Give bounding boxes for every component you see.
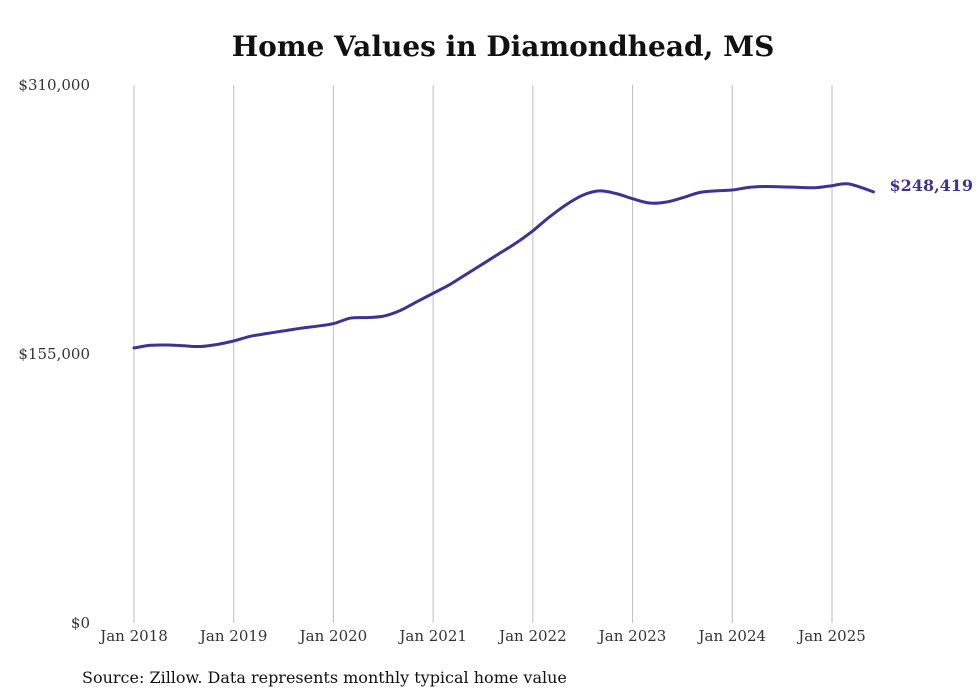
x-tick-label: Jan 2020: [298, 627, 368, 645]
y-tick-label: $310,000: [18, 76, 90, 94]
x-tick-label: Jan 2024: [697, 627, 767, 645]
end-value-label: $248,419: [890, 176, 974, 195]
chart-title: Home Values in Diamondhead, MS: [231, 30, 775, 63]
x-tick-label: Jan 2022: [497, 627, 567, 645]
source-note: Source: Zillow. Data represents monthly …: [82, 668, 567, 687]
grid-lines: [133, 85, 833, 623]
x-tick-label: Jan 2025: [796, 627, 866, 645]
y-axis-tick-labels: $0 $155,000 $310,000: [18, 76, 90, 632]
x-axis-tick-labels: Jan 2018 Jan 2019 Jan 2020 Jan 2021 Jan 2022…: [98, 627, 866, 645]
x-tick-label: Jan 2019: [198, 627, 268, 645]
series-line-group: [132, 182, 875, 350]
x-tick-label: Jan 2021: [397, 627, 467, 645]
y-tick-label: $155,000: [18, 345, 90, 363]
x-tick-label: Jan 2018: [98, 627, 168, 645]
y-tick-label: $0: [71, 614, 90, 632]
x-tick-label: Jan 2023: [597, 627, 667, 645]
series-line: [132, 182, 875, 350]
